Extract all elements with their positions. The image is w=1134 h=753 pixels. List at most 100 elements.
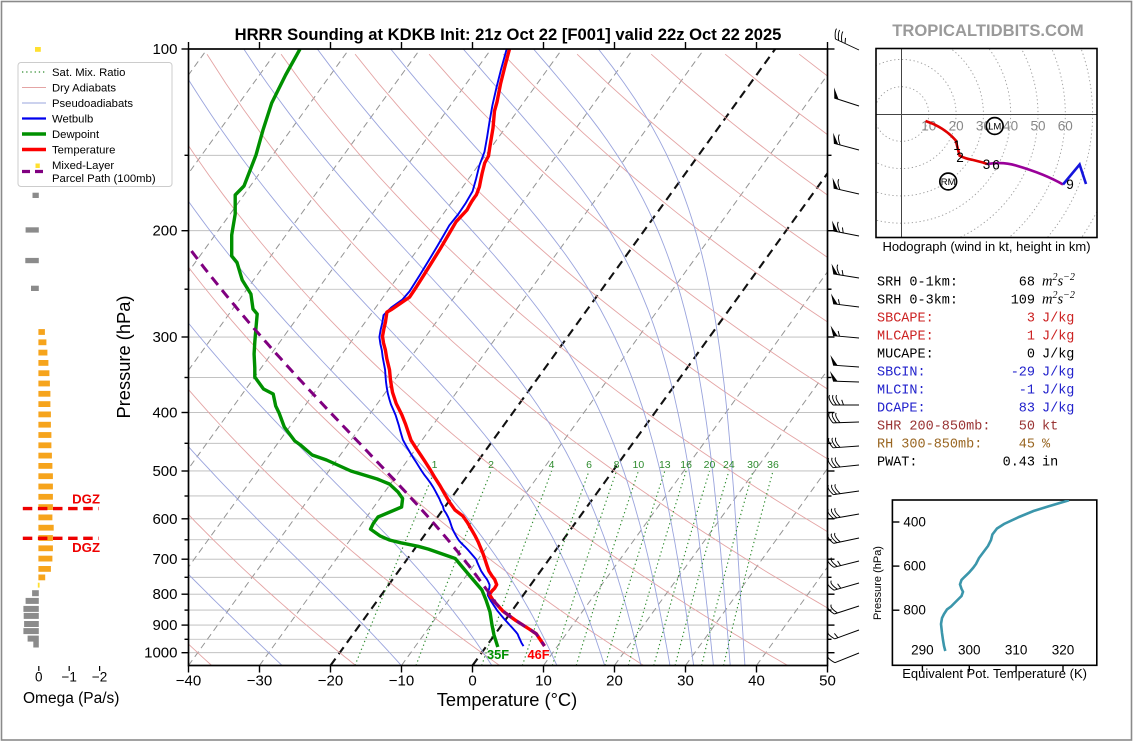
- svg-text:10: 10: [633, 459, 645, 471]
- svg-text:−20: −20: [318, 673, 343, 690]
- svg-text:0: 0: [35, 670, 43, 685]
- svg-text:DGZ: DGZ: [72, 540, 100, 555]
- svg-text:24: 24: [723, 459, 735, 471]
- svg-text:50: 50: [1030, 119, 1045, 134]
- svg-text:J/kg: J/kg: [1042, 312, 1074, 327]
- svg-text:RH 300-850mb:: RH 300-850mb:: [877, 438, 982, 453]
- svg-text:MUCAPE:: MUCAPE:: [877, 348, 934, 363]
- svg-text:%: %: [1042, 438, 1051, 453]
- svg-text:13: 13: [659, 459, 671, 471]
- svg-text:310: 310: [1005, 642, 1028, 657]
- svg-text:30: 30: [677, 673, 694, 690]
- svg-text:PWAT:: PWAT:: [877, 456, 918, 471]
- svg-text:3: 3: [983, 157, 991, 172]
- svg-text:20: 20: [949, 119, 964, 134]
- svg-text:HRRR Sounding at KDKB Init: 21: HRRR Sounding at KDKB Init: 21z Oct 22 […: [235, 25, 782, 44]
- svg-text:Dry Adiabats: Dry Adiabats: [52, 83, 116, 95]
- svg-text:40: 40: [1003, 119, 1018, 134]
- svg-text:600: 600: [903, 559, 926, 574]
- svg-text:320: 320: [1052, 642, 1075, 657]
- svg-text:36: 36: [767, 459, 779, 471]
- svg-text:10: 10: [921, 119, 936, 134]
- svg-text:2: 2: [488, 459, 494, 471]
- svg-text:−10: −10: [389, 673, 414, 690]
- svg-text:Hodograph (wind in kt, height: Hodograph (wind in kt, height in km): [882, 239, 1090, 254]
- svg-text:20: 20: [704, 459, 716, 471]
- svg-text:Wetbulb: Wetbulb: [52, 114, 93, 126]
- svg-text:400: 400: [903, 515, 926, 530]
- svg-text:0: 0: [1027, 348, 1035, 363]
- svg-text:0.43: 0.43: [1003, 456, 1035, 471]
- svg-text:16: 16: [680, 459, 692, 471]
- svg-text:50: 50: [819, 673, 836, 690]
- svg-text:500: 500: [152, 463, 177, 480]
- svg-text:4: 4: [549, 459, 555, 471]
- svg-text:SRH 0-1km:: SRH 0-1km:: [877, 276, 958, 291]
- svg-text:J/kg: J/kg: [1042, 348, 1074, 363]
- svg-text:109: 109: [1011, 294, 1035, 309]
- svg-text:1: 1: [1027, 330, 1035, 345]
- svg-text:SBCIN:: SBCIN:: [877, 366, 926, 381]
- svg-text:Pseudoadiabats: Pseudoadiabats: [52, 98, 133, 110]
- svg-text:−2: −2: [92, 670, 107, 685]
- svg-text:50: 50: [1019, 420, 1035, 435]
- svg-text:200: 200: [152, 223, 177, 240]
- svg-text:6: 6: [992, 158, 1000, 173]
- svg-text:60: 60: [1058, 119, 1073, 134]
- svg-text:45: 45: [1019, 438, 1035, 453]
- svg-text:J/kg: J/kg: [1042, 384, 1074, 399]
- svg-text:40: 40: [748, 673, 765, 690]
- svg-text:290: 290: [911, 642, 934, 657]
- svg-text:1000: 1000: [144, 645, 177, 662]
- svg-text:10: 10: [535, 673, 552, 690]
- svg-text:Mixed-Layer: Mixed-Layer: [52, 160, 114, 172]
- svg-text:35F: 35F: [487, 647, 509, 662]
- svg-text:20: 20: [606, 673, 623, 690]
- svg-text:SHR 200-850mb:: SHR 200-850mb:: [877, 420, 990, 435]
- svg-text:Pressure (hPa): Pressure (hPa): [872, 546, 884, 620]
- svg-text:83: 83: [1019, 402, 1035, 417]
- svg-text:-29: -29: [1011, 366, 1035, 381]
- svg-text:Dewpoint: Dewpoint: [52, 129, 100, 141]
- svg-text:Temperature: Temperature: [52, 145, 115, 157]
- svg-text:SBCAPE:: SBCAPE:: [877, 312, 934, 327]
- svg-text:SRH 0-3km:: SRH 0-3km:: [877, 294, 958, 309]
- svg-text:46F: 46F: [527, 647, 549, 662]
- svg-text:LM: LM: [988, 122, 1001, 133]
- svg-text:Sat. Mix. Ratio: Sat. Mix. Ratio: [52, 67, 125, 79]
- svg-text:30: 30: [747, 459, 759, 471]
- svg-text:700: 700: [152, 551, 177, 568]
- svg-text:Pressure (hPa): Pressure (hPa): [113, 296, 134, 419]
- svg-text:6: 6: [586, 459, 592, 471]
- svg-text:8: 8: [614, 459, 620, 471]
- svg-text:-1: -1: [1019, 384, 1035, 399]
- svg-text:800: 800: [903, 603, 926, 618]
- svg-text:9: 9: [1066, 177, 1074, 192]
- svg-text:2: 2: [956, 150, 964, 165]
- svg-text:68: 68: [1019, 276, 1035, 291]
- svg-text:J/kg: J/kg: [1042, 330, 1074, 345]
- svg-text:in: in: [1042, 456, 1058, 471]
- svg-text:900: 900: [152, 617, 177, 634]
- svg-text:DCAPE:: DCAPE:: [877, 402, 926, 417]
- svg-text:300: 300: [152, 329, 177, 346]
- svg-text:−1: −1: [61, 670, 76, 685]
- svg-text:100: 100: [152, 41, 177, 58]
- svg-text:MLCIN:: MLCIN:: [877, 384, 926, 399]
- svg-text:J/kg: J/kg: [1042, 366, 1074, 381]
- svg-text:3: 3: [1027, 312, 1035, 327]
- svg-text:400: 400: [152, 405, 177, 422]
- svg-text:−40: −40: [176, 673, 201, 690]
- svg-text:DGZ: DGZ: [72, 492, 100, 507]
- svg-text:600: 600: [152, 511, 177, 528]
- svg-text:0: 0: [468, 673, 476, 690]
- svg-text:Omega (Pa/s): Omega (Pa/s): [23, 690, 119, 707]
- svg-text:MLCAPE:: MLCAPE:: [877, 330, 934, 345]
- svg-text:1: 1: [432, 459, 438, 471]
- svg-text:RM: RM: [941, 177, 956, 188]
- svg-text:Parcel Path (100mb): Parcel Path (100mb): [52, 173, 156, 185]
- svg-text:Temperature (°C): Temperature (°C): [437, 689, 577, 710]
- svg-text:TROPICALTIDBITS.COM: TROPICALTIDBITS.COM: [892, 21, 1083, 40]
- svg-text:kt: kt: [1042, 420, 1058, 435]
- svg-text:300: 300: [958, 642, 981, 657]
